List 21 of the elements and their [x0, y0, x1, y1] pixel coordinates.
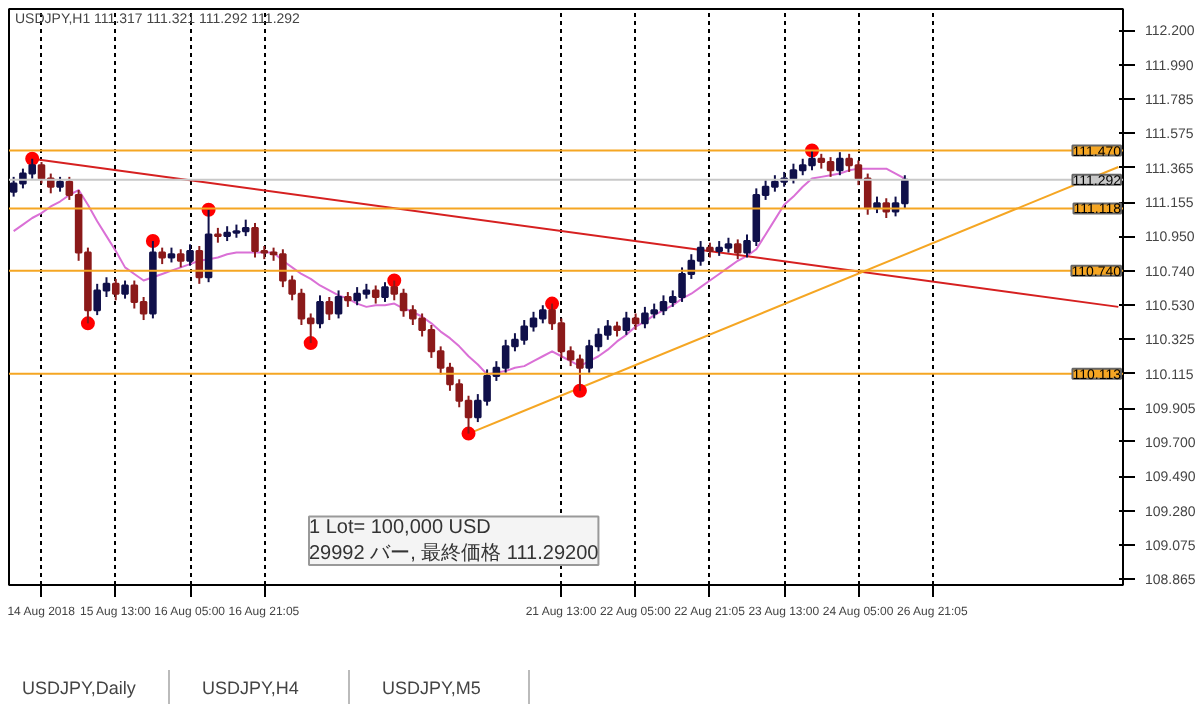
candlestick — [371, 284, 380, 305]
candlestick — [733, 238, 742, 261]
candlestick — [622, 310, 631, 336]
candlestick — [696, 240, 705, 267]
candlestick — [186, 243, 194, 267]
candlestick — [111, 277, 120, 302]
text: USDJPY,Daily — [22, 676, 136, 702]
candlestick — [121, 279, 129, 300]
text: USDJPY,M5 — [382, 676, 481, 702]
candlestick — [826, 156, 835, 178]
annotation: 29992 バー, 最終価格 111.29200 — [309, 541, 600, 565]
candlestick — [381, 281, 389, 303]
candlestick — [325, 296, 334, 322]
candlestick — [334, 289, 343, 320]
annotation: 1 Lot= 100,000 USD — [309, 516, 491, 539]
candlestick — [316, 294, 324, 330]
candlestick — [130, 279, 139, 310]
candlestick — [176, 248, 185, 269]
text: USDJPY,H4 — [202, 676, 299, 702]
candlestick — [603, 319, 612, 341]
candlestick — [836, 151, 844, 177]
